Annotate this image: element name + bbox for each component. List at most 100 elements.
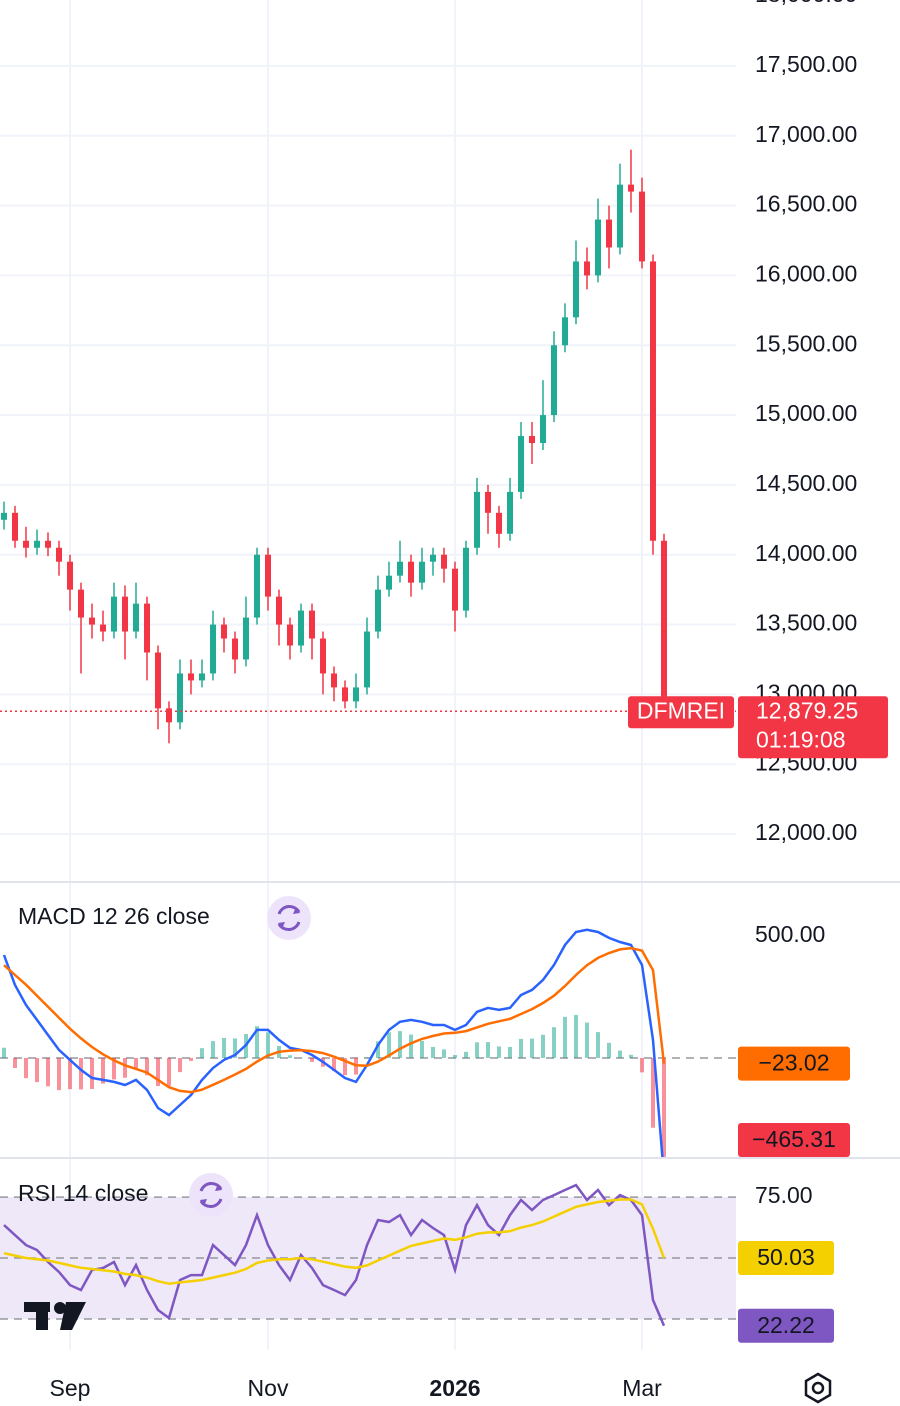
histogram-bar (530, 1038, 534, 1058)
candle-body (419, 561, 425, 583)
histogram-bar (145, 1057, 149, 1076)
symbol-tag-box (628, 696, 734, 729)
histogram-bar (497, 1046, 501, 1058)
labels: Sep Nov 2026 Mar12,000.0012,500.0013,000.00… (18, 0, 888, 1401)
histogram-bar (266, 1032, 270, 1058)
histogram-bar (255, 1026, 259, 1058)
settings-button[interactable] (804, 1372, 832, 1404)
histogram-bar (398, 1031, 402, 1058)
price-tag-box (738, 1123, 850, 1157)
candle-body (144, 603, 150, 653)
y-tick-label: 14,500.00 (755, 470, 857, 496)
histogram-bar (574, 1014, 578, 1058)
histogram-bar (101, 1057, 105, 1084)
candle-body (320, 638, 326, 674)
candle-body (210, 624, 216, 674)
candle-body (276, 596, 282, 625)
y-tick-label: 18,000.00 (755, 0, 857, 7)
candle-body (507, 491, 513, 534)
histogram-bar (57, 1057, 61, 1091)
histogram-bar (134, 1057, 138, 1069)
histogram-bar (420, 1040, 424, 1058)
indicator-title: MACD 12 26 close (18, 903, 210, 929)
price-tag: −465.31 (738, 1123, 850, 1157)
candle-body (254, 554, 260, 618)
histogram-bar (409, 1034, 413, 1058)
countdown: 01:19:08 (756, 726, 846, 752)
histogram-bar (376, 1041, 380, 1058)
price-tag: 22.22 (738, 1308, 834, 1343)
candle-body (496, 512, 502, 534)
histogram-bar (607, 1042, 611, 1058)
candle-body (386, 575, 392, 590)
histogram-bar (563, 1016, 567, 1058)
histogram-bar (475, 1042, 479, 1058)
candle-body (166, 708, 172, 723)
candle-body (56, 547, 62, 562)
price-tag-label: 12,879.25 (756, 697, 858, 723)
candle-body (650, 261, 656, 541)
price-tag-label: 22.22 (757, 1312, 815, 1338)
indicator-line (3, 1198, 666, 1285)
rsi-settings-icon[interactable] (189, 1173, 233, 1217)
histogram-bar (112, 1057, 116, 1080)
candle-body (617, 184, 623, 248)
price-tag: 50.03 (738, 1240, 834, 1275)
candle-body (408, 561, 414, 583)
histogram-bar (508, 1046, 512, 1058)
x-tick-label: 2026 (429, 1375, 480, 1401)
candle-body (661, 540, 667, 712)
price-tag-label: −465.31 (752, 1126, 836, 1152)
candle-body (122, 596, 128, 632)
candle-body (78, 589, 84, 618)
candle-body (34, 540, 40, 548)
candle-body (463, 547, 469, 611)
last-price-tag: DFMREI 12,879.25 01:19:08 (628, 696, 888, 759)
candle-body (518, 436, 524, 492)
price-tag-box (738, 1240, 834, 1275)
histogram-bar (662, 1057, 666, 1157)
candle-body (606, 219, 612, 248)
candle-body (243, 617, 249, 660)
candle-body (100, 624, 106, 632)
price-tag-label: 50.03 (757, 1244, 815, 1270)
histogram-bar (167, 1057, 171, 1086)
histogram-bar (46, 1057, 50, 1087)
macd-settings-icon[interactable] (267, 896, 311, 940)
x-tick-label: Nov (248, 1375, 289, 1401)
y-tick-label: 16,000.00 (755, 260, 857, 286)
histogram-bar (288, 1055, 292, 1058)
x-tick-label: Sep (50, 1375, 91, 1401)
histogram-bar (68, 1057, 72, 1090)
candle-body (45, 540, 51, 548)
histogram-bar (442, 1049, 446, 1058)
indicator-line (3, 946, 666, 1094)
price-tag: −23.02 (738, 1046, 850, 1081)
y-tick-label: 15,000.00 (755, 400, 857, 426)
candle-body (177, 673, 183, 723)
histogram-bar (90, 1057, 94, 1089)
x-tick-label: Mar (622, 1375, 662, 1401)
candle-body (111, 596, 117, 632)
panel-1 (0, 928, 736, 1157)
histogram-bar (431, 1046, 435, 1058)
price-tag-box (738, 1046, 850, 1081)
histogram-bar (233, 1038, 237, 1058)
candle-body (430, 554, 436, 562)
histogram-bar (552, 1027, 556, 1058)
candle-body (298, 610, 304, 646)
candle-body (628, 184, 634, 192)
y-tick-label: 75.00 (755, 1182, 813, 1208)
candle-body (155, 652, 161, 709)
histogram-bar (2, 1047, 6, 1058)
candle-body (342, 687, 348, 702)
candle-body (309, 610, 315, 639)
candle-body (12, 512, 18, 541)
histogram-bar (365, 1057, 369, 1058)
candle-body (551, 345, 557, 416)
y-tick-label: 15,500.00 (755, 330, 857, 356)
histogram-bar (453, 1055, 457, 1058)
symbol-tag: DFMREI (637, 697, 725, 723)
histogram-bar (596, 1032, 600, 1058)
candle-body (397, 561, 403, 576)
